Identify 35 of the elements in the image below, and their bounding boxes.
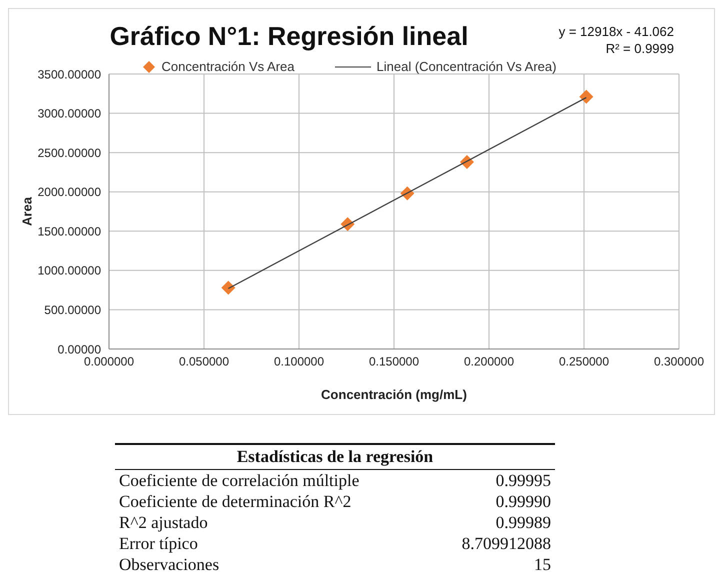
x-tick-label: 0.300000 — [654, 354, 704, 369]
text: R² = 0.9999 — [604, 40, 674, 57]
legend-label: Lineal (Concentración Vs Area) — [376, 59, 556, 74]
text: 0.99990 — [496, 491, 551, 512]
x-tick-label: 0.050000 — [178, 354, 230, 369]
text: 0.99995 — [496, 470, 551, 491]
legend-label: Concentración Vs Area — [160, 59, 295, 74]
text: Coeficiente de determinación R^2 — [119, 491, 352, 512]
point — [221, 280, 236, 295]
y-tick-label: 0.00000 — [58, 342, 102, 356]
x-axis-title: Concentración (mg/mL) — [321, 387, 467, 402]
x-tick-label: 0.250000 — [558, 354, 610, 369]
y-axis-title: Area — [20, 196, 35, 226]
point — [579, 90, 594, 104]
y-tick-label: 500.00000 — [44, 302, 102, 317]
text: Coeficiente de correlación múltiple — [119, 470, 360, 491]
text: y = 12918x - 41.062 — [558, 23, 674, 40]
x-tick-label: 0.100000 — [274, 354, 324, 369]
y-tick-label: 3000.00000 — [38, 106, 102, 121]
y-tick-label: 3500.00000 — [38, 67, 102, 82]
x-tick-label: 0.150000 — [368, 354, 420, 369]
text: 0.99989 — [496, 512, 551, 533]
y-tick-label: 1500.00000 — [38, 224, 102, 238]
y-tick-label: 2500.00000 — [38, 146, 102, 160]
x-tick-label: 0.000000 — [84, 354, 134, 369]
y-tick-label: 2000.00000 — [38, 185, 102, 200]
text: Error típico — [119, 533, 198, 554]
text: Observaciones — [119, 554, 220, 574]
text: Estadísticas de la regresión — [115, 443, 555, 470]
chart-title: Gráfico N°1: Regresión lineal — [110, 21, 468, 51]
text: R^2 ajustado — [119, 512, 208, 533]
y-tick-label: 1000.00000 — [38, 264, 102, 278]
x-tick-label: 0.200000 — [464, 354, 514, 369]
text: 8.709912088 — [462, 533, 551, 554]
text: 15 — [534, 554, 551, 574]
